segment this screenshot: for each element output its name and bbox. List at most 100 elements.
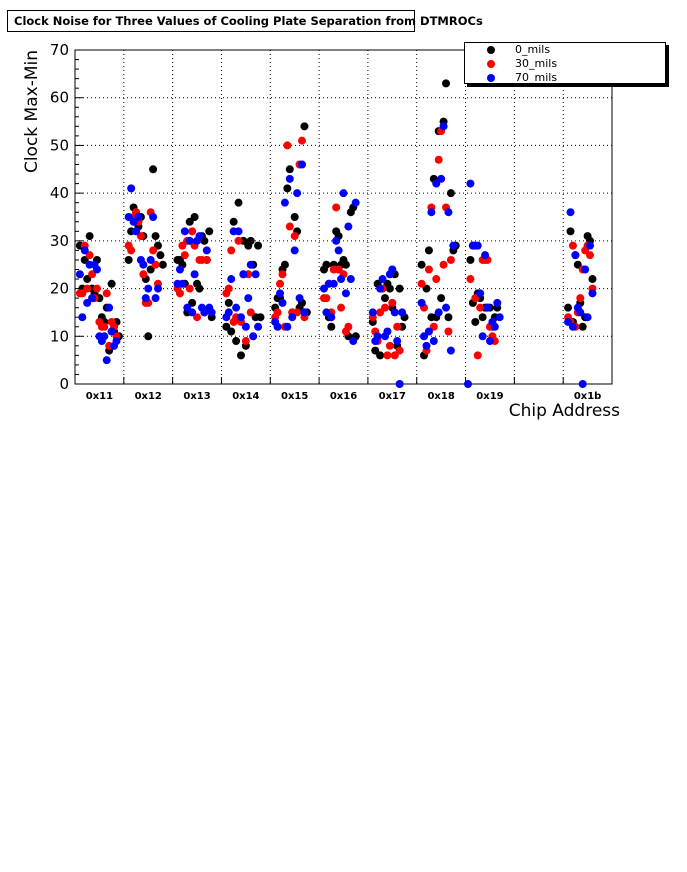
data-point	[153, 284, 162, 293]
data-point	[378, 275, 387, 284]
y-axis-label: Clock Max-Min	[22, 50, 42, 173]
data-point	[149, 246, 158, 255]
data-point	[224, 284, 233, 293]
data-point	[232, 337, 241, 346]
y-tick-label: 10	[50, 327, 69, 345]
data-point	[429, 337, 438, 346]
data-point	[234, 198, 243, 207]
data-point	[339, 189, 348, 198]
data-point	[244, 294, 253, 303]
y-tick-label: 0	[59, 375, 69, 393]
data-point	[293, 189, 302, 198]
data-point	[112, 337, 121, 346]
data-point	[481, 251, 490, 260]
data-point	[390, 308, 399, 317]
data-point	[478, 332, 487, 341]
data-point	[376, 351, 385, 360]
data-point	[149, 213, 158, 221]
data-point	[141, 294, 150, 303]
data-point	[256, 313, 265, 322]
x-tick-label: 0x19	[476, 391, 503, 402]
data-point	[202, 255, 211, 264]
data-point	[290, 246, 299, 255]
data-point	[290, 232, 299, 241]
data-point	[278, 298, 287, 307]
data-point	[202, 246, 211, 255]
data-point	[437, 294, 446, 303]
data-point	[341, 289, 350, 298]
data-point	[236, 351, 245, 360]
data-point	[132, 227, 141, 236]
data-point	[495, 313, 504, 322]
data-point	[280, 198, 289, 207]
data-point	[175, 265, 184, 274]
legend-label-70-mils: 70_mils	[515, 71, 558, 84]
chart-title: Clock Noise for Three Values of Cooling …	[7, 10, 483, 32]
data-point	[249, 332, 258, 341]
plot-frame	[74, 49, 613, 385]
data-point	[139, 260, 148, 269]
data-point	[278, 270, 287, 279]
data-point	[300, 122, 309, 131]
data-point	[380, 294, 389, 303]
data-point	[127, 246, 136, 255]
x-tick-label: 0x11	[86, 391, 113, 402]
data-point	[254, 322, 263, 331]
y-tick-label: 30	[50, 232, 69, 250]
data-point	[298, 136, 307, 145]
data-point	[586, 251, 595, 260]
data-point	[571, 251, 580, 260]
legend-label-0-mils: 0_mils	[515, 43, 551, 56]
data-point	[478, 313, 487, 322]
data-point	[195, 232, 204, 241]
data-point	[466, 179, 475, 188]
data-point	[180, 227, 189, 236]
data-point	[300, 308, 309, 317]
data-point	[224, 308, 233, 317]
y-tick-label: 60	[50, 89, 69, 107]
data-point	[337, 275, 346, 284]
data-point	[146, 255, 155, 264]
data-point	[283, 322, 292, 331]
data-point	[276, 279, 285, 288]
x-tick-label: 0x14	[232, 391, 259, 402]
data-point	[80, 246, 89, 255]
data-point	[175, 289, 184, 298]
data-point	[151, 294, 160, 303]
data-point	[285, 174, 294, 183]
data-point	[346, 275, 355, 284]
data-point	[285, 222, 294, 231]
data-point	[207, 308, 216, 317]
data-point	[151, 232, 160, 241]
data-point	[588, 289, 597, 298]
data-point	[190, 213, 199, 221]
data-point	[134, 213, 143, 221]
data-point	[185, 284, 194, 293]
data-point	[388, 265, 397, 274]
data-point	[588, 275, 597, 284]
data-point	[578, 380, 587, 388]
data-point	[83, 284, 92, 293]
data-point	[236, 313, 245, 322]
data-point	[100, 332, 109, 341]
data-point	[424, 327, 433, 336]
data-point	[349, 337, 358, 346]
scatter-chart: 0 10 20 30 40 50 60 70 0x11 0x12 0x13 0x14 0x15 0x16…	[22, 41, 620, 421]
data-point	[576, 308, 585, 317]
data-point	[380, 303, 389, 312]
data-point	[239, 270, 248, 279]
data-point	[424, 246, 433, 255]
data-point	[576, 294, 585, 303]
data-point	[383, 327, 392, 336]
data-point	[437, 174, 446, 183]
data-point	[195, 284, 204, 293]
data-point	[473, 241, 482, 250]
x-axis-label: Chip Address	[509, 401, 620, 421]
data-point	[100, 322, 109, 331]
data-point	[463, 380, 472, 388]
data-point	[439, 122, 448, 131]
data-point	[234, 227, 243, 236]
legend: 0_mils 30_mils 70_mils	[464, 42, 666, 84]
data-point	[92, 284, 101, 293]
data-point	[334, 246, 343, 255]
